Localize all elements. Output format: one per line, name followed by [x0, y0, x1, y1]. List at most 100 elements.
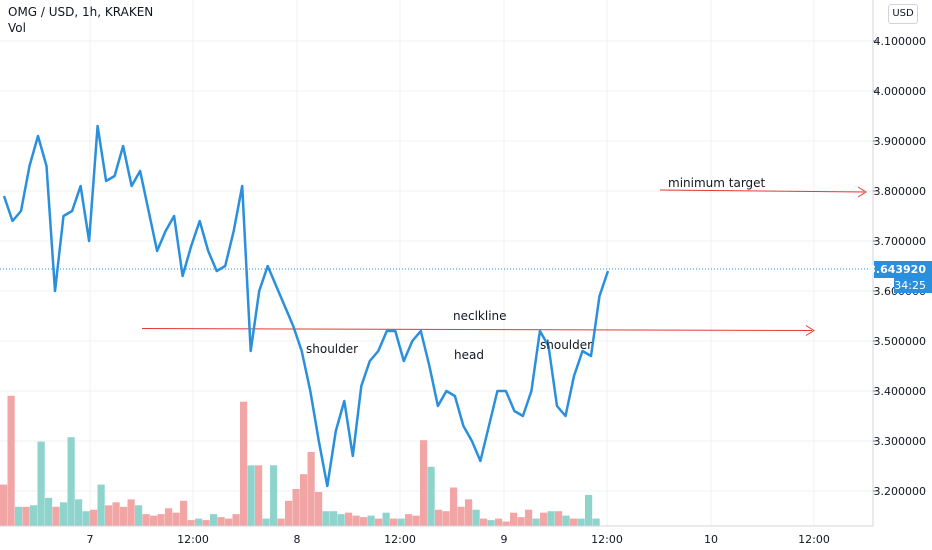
volume-bar — [352, 515, 360, 526]
volume-bar — [502, 521, 510, 526]
volume-bar — [457, 506, 465, 526]
time-axis[interactable]: 7 12:00 8 12:00 9 12:00 10 12:00 — [87, 533, 830, 546]
volume-bar — [172, 512, 180, 526]
left-shoulder-label: shoulder — [306, 342, 358, 356]
volume-bar — [420, 440, 428, 526]
volume-bar — [217, 517, 225, 526]
annotation-labels: minimum target neclkline shoulder head s… — [306, 176, 766, 362]
chart-grid — [0, 0, 873, 526]
volume-bar — [255, 465, 263, 526]
volume-bar — [375, 518, 383, 526]
time-tick-label: 12:00 — [798, 533, 830, 546]
volume-bar — [390, 518, 398, 526]
price-tick-label: 4.000000 — [874, 85, 927, 98]
volume-bar — [120, 506, 128, 526]
volume-bar — [247, 465, 255, 526]
volume-bar — [517, 517, 525, 526]
volume-bars — [0, 395, 600, 526]
time-tick-label: 7 — [87, 533, 94, 546]
current-price-value: 3.643920 — [868, 263, 926, 276]
volume-indicator-label[interactable]: Vol — [8, 21, 26, 35]
time-tick-label: 12:00 — [384, 533, 416, 546]
volume-bar — [337, 514, 345, 526]
volume-bar — [15, 506, 23, 526]
target-arrowhead — [857, 186, 867, 198]
current-price-badge: 3.643920 — [868, 261, 932, 278]
volume-bar — [465, 499, 473, 526]
price-tick-label: 3.900000 — [874, 135, 927, 148]
volume-bar — [75, 499, 83, 526]
volume-bar — [315, 491, 323, 526]
volume-bar — [202, 520, 210, 526]
volume-bar — [195, 518, 203, 526]
volume-bar — [330, 511, 338, 526]
volume-bar — [585, 494, 593, 526]
volume-bar — [262, 518, 270, 526]
time-tick-label: 12:00 — [177, 533, 209, 546]
volume-bar — [300, 474, 308, 526]
price-tick-label: 4.100000 — [874, 35, 927, 48]
volume-bar — [45, 497, 53, 526]
volume-bar — [97, 484, 105, 526]
symbol-title[interactable]: OMG / USD, 1h, KRAKEN — [8, 5, 154, 19]
target-line — [659, 189, 865, 193]
volume-bar — [7, 395, 15, 526]
volume-bar — [0, 484, 8, 526]
price-series-line — [2, 124, 610, 488]
volume-bar — [150, 515, 158, 526]
time-tick-label: 10 — [704, 533, 718, 546]
volume-bar — [525, 509, 533, 526]
volume-bar — [187, 520, 195, 526]
volume-bar — [382, 512, 390, 526]
volume-bar — [495, 518, 503, 526]
time-tick-label: 8 — [294, 533, 301, 546]
volume-bar — [427, 466, 435, 526]
volume-bar — [450, 487, 458, 526]
volume-bar — [210, 514, 218, 526]
volume-bar — [292, 489, 300, 526]
volume-bar — [345, 512, 353, 526]
volume-bar — [472, 509, 480, 526]
currency-button[interactable]: USD — [888, 4, 918, 24]
price-tick-label: 3.500000 — [874, 335, 927, 348]
volume-bar — [577, 518, 585, 526]
volume-bar — [367, 515, 375, 526]
volume-bar — [240, 401, 248, 526]
volume-bar — [225, 518, 233, 526]
volume-bar — [142, 514, 150, 526]
volume-bar — [165, 508, 173, 526]
volume-bar — [307, 452, 315, 526]
volume-bar — [562, 515, 570, 526]
volume-bar — [487, 520, 495, 526]
neckline-label: neclkline — [453, 309, 507, 323]
head-label: head — [454, 348, 484, 362]
price-tick-label: 3.700000 — [874, 235, 927, 248]
price-line — [0, 124, 873, 488]
volume-bar — [540, 512, 548, 526]
volume-bar — [285, 500, 293, 526]
volume-bar — [67, 437, 75, 526]
volume-bar — [570, 518, 578, 526]
volume-bar — [555, 511, 563, 526]
price-axis[interactable]: 4.100000 4.000000 3.900000 3.800000 3.700000… — [873, 35, 926, 498]
volume-bar — [592, 518, 600, 526]
volume-bar — [232, 514, 240, 526]
volume-bar — [270, 465, 278, 526]
volume-bar — [30, 505, 38, 526]
volume-bar — [480, 518, 488, 526]
time-tick-label: 12:00 — [591, 533, 623, 546]
volume-bar — [60, 502, 68, 526]
volume-bar — [112, 502, 120, 526]
volume-bar — [180, 500, 188, 526]
volume-bar — [360, 517, 368, 526]
volume-bar — [435, 509, 443, 526]
volume-bar — [277, 518, 285, 526]
volume-bar — [90, 509, 98, 526]
volume-bar — [397, 518, 405, 526]
volume-bar — [442, 511, 450, 526]
volume-bar — [510, 512, 518, 526]
volume-bar — [22, 506, 30, 526]
right-shoulder-label: shoulder — [540, 338, 592, 352]
volume-bar — [412, 515, 420, 526]
